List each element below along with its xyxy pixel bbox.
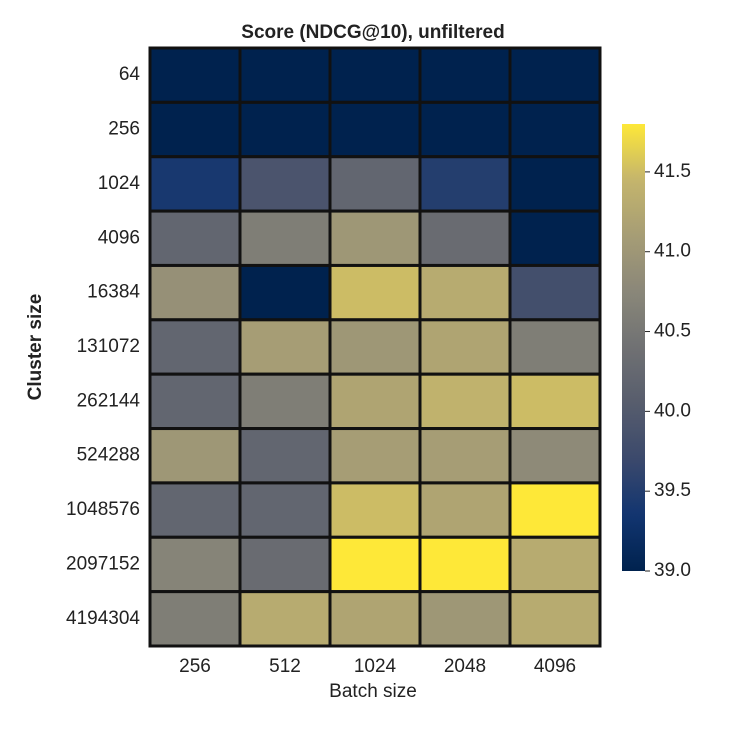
heatmap-cell — [148, 209, 242, 267]
y-tick-label: 131072 — [77, 336, 140, 357]
colorbar-tick-label: 39.0 — [654, 560, 691, 581]
heatmap-cell — [508, 100, 602, 159]
heatmap-cell — [238, 590, 332, 648]
heatmap-cell — [238, 46, 332, 104]
heatmap-cell — [508, 427, 602, 485]
heatmap-cell — [238, 263, 332, 322]
heatmap-cell — [418, 427, 512, 485]
heatmap-cell — [418, 209, 512, 267]
x-tick-label: 256 — [179, 656, 211, 677]
heatmap-cell — [418, 372, 512, 431]
heatmap-cell — [508, 155, 602, 213]
heatmap-cell — [148, 100, 242, 159]
y-tick-label: 262144 — [77, 390, 141, 411]
y-tick-label: 1048576 — [66, 499, 140, 520]
y-tick-label: 64 — [119, 64, 141, 85]
heatmap-cell — [418, 263, 512, 322]
y-tick-label: 4096 — [98, 227, 140, 248]
heatmap-cell — [328, 427, 422, 485]
heatmap-cell — [418, 46, 512, 104]
heatmap-cell — [328, 590, 422, 648]
heatmap-cell — [328, 100, 422, 159]
heatmap-cell — [508, 590, 602, 648]
heatmap-cell — [238, 209, 332, 267]
colorbar-tick-label: 39.5 — [654, 480, 691, 501]
heatmap-cell — [508, 535, 602, 594]
heatmap-cell — [328, 209, 422, 267]
heatmap-cell — [508, 46, 602, 104]
colorbar-tick-label: 40.5 — [654, 321, 691, 342]
y-axis-label: Cluster size — [25, 294, 46, 401]
x-tick-label: 2048 — [444, 656, 486, 677]
heatmap-cell — [418, 535, 512, 594]
colorbar-tick-label: 40.0 — [654, 400, 691, 421]
heatmap-cell — [508, 263, 602, 322]
y-tick-label: 1024 — [98, 173, 141, 194]
heatmap-cell — [328, 481, 422, 539]
x-tick-label: 512 — [269, 656, 301, 677]
heatmap-cell — [328, 535, 422, 594]
heatmap-cell — [418, 590, 512, 648]
heatmap-cell — [148, 318, 242, 376]
y-tick-label: 256 — [108, 119, 140, 140]
heatmap-cell — [238, 100, 332, 159]
y-tick-label: 2097152 — [66, 553, 140, 574]
y-tick-label: 524288 — [77, 445, 140, 466]
heatmap-cell — [238, 427, 332, 485]
heatmap-cell — [508, 318, 602, 376]
x-tick-label: 1024 — [354, 656, 397, 677]
chart-title: Score (NDCG@10), unfiltered — [241, 22, 504, 43]
heatmap-cell — [148, 427, 242, 485]
heatmap-cell — [148, 263, 242, 322]
heatmap-cell — [148, 155, 242, 213]
heatmap-cell — [148, 372, 242, 431]
heatmap-cell — [418, 155, 512, 213]
heatmap-cell — [238, 155, 332, 213]
heatmap-cell — [328, 263, 422, 322]
heatmap-cell — [328, 372, 422, 431]
heatmap-cell — [508, 209, 602, 267]
heatmap-cell — [328, 46, 422, 104]
heatmap-cell — [238, 318, 332, 376]
y-tick-label: 16384 — [87, 282, 140, 303]
heatmap-cell — [328, 155, 422, 213]
colorbar-tick-label: 41.5 — [654, 161, 691, 182]
heatmap-cell — [508, 372, 602, 431]
heatmap-cell — [148, 46, 242, 104]
x-tick-label: 4096 — [534, 656, 576, 677]
heatmap-cell — [148, 590, 242, 648]
colorbar-tick-label: 41.0 — [654, 241, 691, 262]
heatmap-cell — [418, 318, 512, 376]
heatmap-cell — [238, 481, 332, 539]
heatmap-cell — [148, 481, 242, 539]
heatmap-cell — [328, 318, 422, 376]
heatmap-cell — [238, 535, 332, 594]
heatmap-cell — [418, 481, 512, 539]
heatmap-cell — [418, 100, 512, 159]
heatmap-cell — [148, 535, 242, 594]
heatmap-cell — [508, 481, 602, 539]
y-tick-label: 4194304 — [66, 608, 140, 629]
x-axis-label: Batch size — [329, 681, 417, 702]
colorbar — [622, 124, 645, 571]
heatmap-cell — [238, 372, 332, 431]
